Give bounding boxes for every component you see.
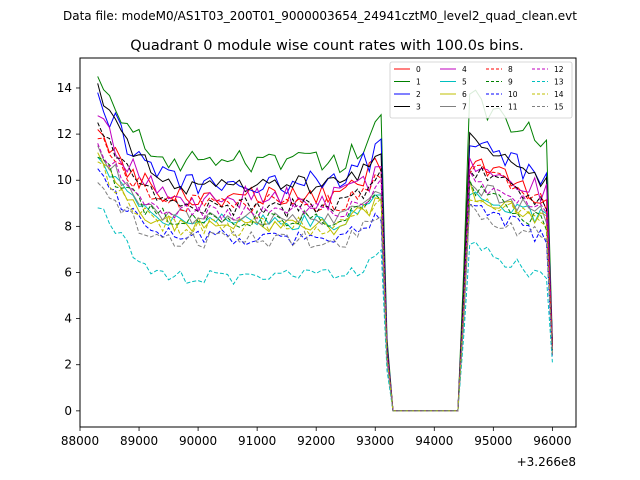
legend-frame: [389, 61, 573, 119]
x-tick-label: 95000: [474, 434, 512, 448]
y-tick-label: 2: [64, 358, 72, 372]
x-tick-label: 96000: [533, 434, 571, 448]
legend-label-2: 2: [416, 90, 421, 99]
x-tick-label: 91000: [238, 434, 276, 448]
series-line-0: [97, 129, 553, 412]
series-line-9: [97, 156, 553, 412]
y-tick-label: 4: [64, 312, 72, 326]
series-line-10: [97, 168, 553, 412]
chart-suptitle: Data file: modeM0/AS1T03_200T01_90000036…: [63, 9, 577, 23]
x-tick-label: 89000: [120, 434, 158, 448]
x-tick-label: 88000: [61, 434, 99, 448]
series-line-14: [97, 161, 553, 412]
series-line-3: [97, 83, 553, 412]
legend-label-10: 10: [508, 90, 518, 99]
y-axis: 0 2 4 6 8 10 12 14: [57, 81, 80, 418]
x-axis: 88000 89000 90000 91000 92000 93000 94000 95000…: [61, 427, 571, 448]
series-line-13: [97, 207, 553, 412]
legend-label-6: 6: [462, 90, 467, 99]
legend-label-3: 3: [416, 102, 421, 111]
series-line-12: [97, 143, 553, 412]
legend-label-9: 9: [508, 77, 513, 86]
legend-label-12: 12: [554, 65, 564, 74]
legend-label-11: 11: [508, 102, 518, 111]
series-line-11: [97, 122, 553, 412]
legend-label-7: 7: [462, 102, 467, 111]
x-tick-label: 90000: [179, 434, 217, 448]
plot-frame: [79, 57, 577, 428]
y-tick-label: 8: [64, 219, 72, 233]
legend-label-0: 0: [416, 65, 421, 74]
y-tick-label: 14: [57, 81, 72, 95]
x-tick-label: 94000: [415, 434, 453, 448]
x-tick-label: 93000: [356, 434, 394, 448]
series-line-2: [97, 92, 553, 412]
y-tick-label: 12: [57, 127, 72, 141]
y-tick-label: 0: [64, 404, 72, 418]
series-line-15: [97, 182, 553, 412]
x-tick-label: 92000: [297, 434, 335, 448]
series-line-8: [97, 137, 553, 412]
legend-label-4: 4: [462, 65, 467, 74]
series-line-4: [97, 115, 553, 412]
legend-label-8: 8: [508, 65, 513, 74]
legend-label-13: 13: [554, 77, 564, 86]
legend-label-1: 1: [416, 77, 421, 86]
chart-title: Quadrant 0 module wise count rates with …: [130, 38, 524, 54]
legend-label-15: 15: [554, 102, 564, 111]
x-offset-label: +3.266e8: [517, 455, 576, 469]
y-tick-label: 6: [64, 265, 72, 279]
series-layer: [97, 76, 553, 412]
legend-label-5: 5: [462, 77, 467, 86]
legend-label-14: 14: [554, 90, 564, 99]
series-line-7: [97, 145, 553, 412]
y-tick-label: 10: [57, 173, 72, 187]
